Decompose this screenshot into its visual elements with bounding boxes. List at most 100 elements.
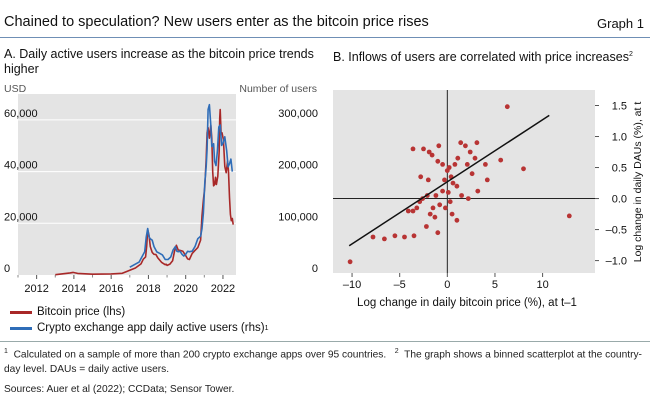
scatter-point <box>498 157 504 163</box>
scatter-point <box>402 234 407 240</box>
panel-a-left-tick: 60,000 <box>4 108 38 120</box>
scatter-point <box>424 224 429 229</box>
scatter-point <box>410 208 416 214</box>
panel-b-x-tick: –10 <box>343 279 361 291</box>
panel-a-right-tick: 0 <box>312 263 318 275</box>
footer-divider <box>0 341 650 342</box>
panel-a-x-tick: 2014 <box>62 283 86 295</box>
panel-b-y-axis-label: Log change in daily DAUs (%), at t <box>632 102 644 263</box>
panel-a-x-tick: 2012 <box>24 283 48 295</box>
panel-a-x-tick: 2018 <box>136 283 160 295</box>
scatter-point <box>440 162 445 167</box>
scatter-point <box>469 171 475 177</box>
panel-a-series <box>55 103 234 276</box>
legend-item-dau: Crypto exchange app daily active users (… <box>10 322 268 334</box>
footnotes: 1 Calculated on a sample of more than 20… <box>4 344 644 377</box>
scatter-point <box>454 183 460 189</box>
panel-b-title-text: B. Inflows of users are correlated with … <box>333 50 629 65</box>
sources: Sources: Auer et al (2022); CCData; Sens… <box>4 384 235 395</box>
panel-b-x-tick: –5 <box>394 279 406 291</box>
scatter-point <box>474 140 480 146</box>
panel-b-points <box>347 104 572 265</box>
panel-a-right-tick: 100,000 <box>278 211 318 223</box>
scatter-point <box>392 233 398 239</box>
scatter-point <box>472 155 478 161</box>
scatter-point <box>483 162 488 167</box>
scatter-point <box>436 143 442 149</box>
scatter-point <box>410 146 416 152</box>
panel-b-x-tick: 0 <box>444 279 450 291</box>
footnote-1-mark: 1 <box>4 348 8 355</box>
scatter-point <box>382 236 387 242</box>
scatter-point <box>433 193 439 198</box>
scatter-point <box>418 174 424 180</box>
panel-b-y-tick: 0.5 <box>612 163 627 175</box>
scatter-point <box>414 205 420 211</box>
scatter-point <box>458 140 464 146</box>
chart-title: Chained to speculation? New users enter … <box>4 14 429 30</box>
panel-b-x-tick: 5 <box>492 279 498 291</box>
footnote-2-mark: 2 <box>394 348 399 355</box>
scatter-point <box>437 202 443 208</box>
panel-a-x-tick: 2020 <box>173 283 197 295</box>
scatter-point <box>521 166 526 172</box>
legend-swatch-dau <box>10 326 32 330</box>
scatter-point <box>504 104 510 110</box>
scatter-point <box>435 230 441 236</box>
graph-number: Graph 1 <box>597 16 644 31</box>
legend-item-btc: Bitcoin price (lhs) <box>10 306 125 318</box>
legend-label-dau: Crypto exchange app daily active users (… <box>37 322 265 334</box>
panel-a-plot-area <box>18 94 236 275</box>
legend-footnote-mark: 1 <box>264 324 269 332</box>
panel-b-chart: –10 –5 0 5 10 –1.0 –0.5 0.0 0.5 1.0 1.5 Log change… <box>333 90 644 309</box>
panel-b-y-tick: 0.0 <box>612 194 627 206</box>
scatter-point <box>426 149 432 155</box>
scatter-point <box>449 211 455 217</box>
scatter-point <box>435 158 441 164</box>
panel-b-y-tick: –0.5 <box>606 225 627 237</box>
scatter-point <box>455 155 461 161</box>
scatter-point <box>370 234 376 240</box>
scatter-point <box>432 214 438 220</box>
panel-a-tick-labels: 0 20,000 40,000 60,000 0 100,000 200,000 300,00… <box>4 108 318 295</box>
scatter-point <box>464 162 470 167</box>
panel-a-chart: 0 20,000 40,000 60,000 0 100,000 200,000 300,00… <box>0 92 325 304</box>
panel-a-left-tick: 40,000 <box>4 160 38 172</box>
legend-swatch-btc <box>10 310 32 314</box>
panel-b-y-tick: 1.5 <box>612 101 627 113</box>
footnote-2: The graph shows a binned scatterplot at … <box>4 349 642 376</box>
panel-b-title: B. Inflows of users are correlated with … <box>333 47 648 65</box>
panel-a-right-tick: 200,000 <box>278 160 318 172</box>
panel-a-left-tick: 20,000 <box>4 211 38 223</box>
panel-a-gridlines <box>18 119 236 224</box>
panel-b-tick-labels: –10 –5 0 5 10 –1.0 –0.5 0.0 0.5 1.0 1.5 <box>343 101 627 291</box>
scatter-point <box>430 205 436 211</box>
scatter-point <box>440 188 445 194</box>
panel-a-x-tick: 2022 <box>211 283 235 295</box>
panel-b-fit-line <box>348 114 550 247</box>
scatter-point <box>566 213 572 219</box>
scatter-point <box>475 188 481 194</box>
panel-b-y-tick: 1.0 <box>612 132 627 144</box>
scatter-point <box>447 199 453 205</box>
legend-label-btc: Bitcoin price (lhs) <box>37 306 126 318</box>
header-divider <box>0 37 650 38</box>
scatter-point <box>467 149 473 155</box>
panel-a-left-tick: 0 <box>4 263 10 275</box>
scatter-point <box>452 162 458 167</box>
panel-b-x-tick: 10 <box>536 279 548 291</box>
scatter-point <box>459 193 464 198</box>
panel-a-series-dau <box>129 103 234 268</box>
scatter-point <box>463 143 468 149</box>
scatter-point <box>465 196 471 201</box>
scatter-point <box>484 177 490 183</box>
panel-b-plot-area <box>333 90 595 273</box>
panel-b-x-axis-label: Log change in daily bitcoin price (%), a… <box>357 297 577 309</box>
scatter-point <box>446 165 452 170</box>
panel-b-title-footnote-mark: 2 <box>628 51 633 58</box>
scatter-point <box>347 259 353 265</box>
footnote-1: Calculated on a sample of more than 200 … <box>13 349 387 361</box>
panel-a-right-tick: 300,000 <box>278 108 318 120</box>
panel-a-x-tick: 2016 <box>99 283 123 295</box>
scatter-point <box>427 211 433 217</box>
